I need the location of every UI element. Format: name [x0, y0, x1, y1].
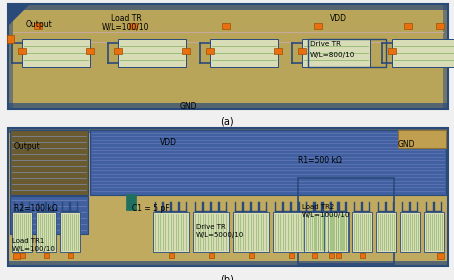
Bar	[437, 253, 444, 259]
Text: W/L=1000/10: W/L=1000/10	[302, 212, 350, 218]
Bar	[352, 212, 372, 252]
Text: GND: GND	[398, 140, 415, 149]
Bar	[404, 23, 412, 29]
Bar	[314, 23, 322, 29]
Text: VDD: VDD	[159, 138, 177, 147]
Bar	[400, 212, 420, 252]
Bar	[329, 253, 334, 258]
Text: Drive TR: Drive TR	[196, 224, 226, 230]
Bar	[114, 48, 122, 54]
Bar	[312, 253, 317, 258]
Bar	[13, 253, 20, 259]
Bar	[22, 39, 90, 67]
Bar	[398, 130, 446, 148]
Bar	[313, 212, 349, 252]
Bar	[8, 4, 13, 109]
Bar	[34, 23, 42, 29]
Bar	[68, 253, 73, 258]
Bar	[193, 212, 229, 252]
Text: Output: Output	[14, 142, 41, 151]
Text: R2=100 kΩ: R2=100 kΩ	[14, 204, 58, 213]
Bar	[182, 48, 190, 54]
Text: C1 = 5 pF: C1 = 5 pF	[132, 204, 170, 213]
Text: R1=500 kΩ: R1=500 kΩ	[298, 156, 342, 165]
Text: GND: GND	[179, 102, 197, 111]
Bar	[424, 212, 444, 252]
Bar	[8, 261, 448, 266]
Bar	[392, 39, 454, 67]
Bar	[298, 178, 394, 264]
Text: Output: Output	[26, 20, 53, 29]
Bar	[44, 253, 49, 258]
Bar	[298, 48, 306, 54]
Bar	[129, 23, 137, 29]
Bar	[8, 128, 448, 133]
Text: Drive TR: Drive TR	[310, 41, 341, 47]
Bar	[443, 4, 448, 109]
Bar	[328, 212, 348, 252]
Text: W/L=100/10: W/L=100/10	[12, 246, 56, 252]
Bar	[304, 212, 324, 252]
Text: (a): (a)	[220, 117, 234, 127]
Bar	[273, 212, 309, 252]
Bar	[60, 212, 80, 252]
Bar	[388, 48, 396, 54]
Bar	[18, 48, 26, 54]
Bar	[360, 253, 365, 258]
Bar	[153, 212, 189, 252]
Bar	[7, 35, 14, 43]
Bar	[274, 48, 282, 54]
Polygon shape	[8, 4, 30, 26]
Bar	[10, 196, 88, 234]
Bar	[86, 48, 94, 54]
Bar	[8, 4, 448, 10]
Text: W/L=800/10: W/L=800/10	[310, 52, 355, 58]
Bar	[376, 212, 396, 252]
Bar	[118, 39, 186, 67]
Bar	[206, 48, 214, 54]
Bar	[12, 212, 32, 252]
Bar	[249, 253, 254, 258]
Text: VDD: VDD	[330, 14, 346, 23]
Text: Load TR: Load TR	[111, 14, 141, 23]
Text: (b): (b)	[220, 274, 234, 280]
Bar	[210, 39, 278, 67]
Bar	[8, 103, 448, 109]
Bar	[209, 253, 214, 258]
Bar	[169, 253, 174, 258]
Bar	[36, 212, 56, 252]
Bar	[436, 23, 444, 29]
Bar	[233, 212, 269, 252]
Bar	[336, 253, 341, 258]
Bar	[222, 23, 230, 29]
Bar	[20, 253, 25, 258]
Text: W/L=100/10: W/L=100/10	[102, 22, 150, 31]
Bar	[289, 253, 294, 258]
Text: Load TR2: Load TR2	[302, 204, 334, 210]
Text: Load TR1: Load TR1	[12, 238, 44, 244]
Bar	[302, 39, 370, 67]
Bar	[8, 4, 448, 109]
Bar	[126, 194, 136, 210]
Bar	[10, 130, 88, 195]
Text: W/L=5000/10: W/L=5000/10	[196, 232, 244, 238]
Bar	[308, 39, 386, 67]
Bar	[8, 128, 448, 266]
Bar	[90, 130, 446, 195]
